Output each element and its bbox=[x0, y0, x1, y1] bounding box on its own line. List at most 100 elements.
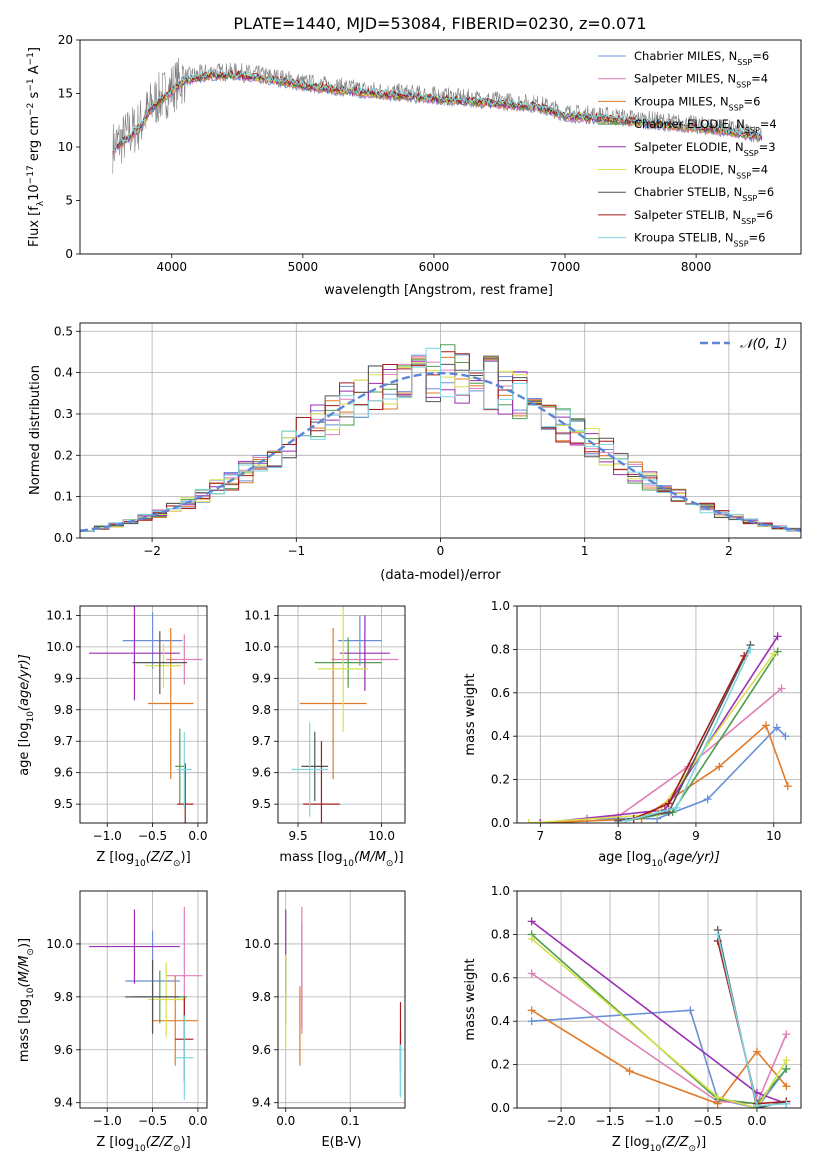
massweight-vs-age-panel: 7 8 9 10 0.0 0.2 0.4 0.6 0.8 1.0 bbox=[491, 599, 802, 843]
mass-vs-ebv-panel: 0.0 0.1 9.4 9.6 9.8 10.0 bbox=[244, 890, 406, 1128]
spectrum-panel: 4000 5000 6000 7000 8000 0 5 10 15 20 bbox=[58, 33, 802, 274]
mass-vs-ebv-xlabel: E(B-V) bbox=[321, 1135, 361, 1150]
legend-label: Salpeter MILES, NSSP=4 bbox=[634, 72, 768, 90]
mass-vs-Z-ylabel-part: ⊙ bbox=[26, 948, 36, 956]
age-vs-Z-xlabel: Z [log10(Z/Z⊙)] bbox=[96, 850, 190, 869]
massweight-vs-Z-xtick-label: 0.0 bbox=[747, 1114, 766, 1128]
massweight-vs-Z-series-line bbox=[716, 940, 787, 1105]
spectrum-ytick-label: 5 bbox=[65, 194, 73, 208]
massweight-vs-age-xtick-label: 7 bbox=[537, 829, 545, 843]
mass-vs-ebv-ytick-label: 9.4 bbox=[252, 1096, 271, 1110]
spectrum-ylabel-part: ] bbox=[27, 47, 42, 52]
massweight-vs-age-xlabel: age [log10(age/yr)] bbox=[598, 850, 720, 869]
massweight-vs-Z-xlabel-part: ⊙ bbox=[688, 1144, 696, 1154]
age-vs-mass-ytick-label: 10.0 bbox=[244, 640, 271, 654]
massweight-vs-age-ytick-label: 0.2 bbox=[491, 773, 510, 787]
massweight-vs-age-series-line bbox=[625, 649, 752, 822]
spectrum-ylabel-part: Flux [f bbox=[27, 206, 42, 247]
gaussian-legend-label: 𝒩(0, 1) bbox=[740, 337, 787, 352]
mass-vs-Z-xlabel-part: )] bbox=[181, 1135, 191, 1150]
age-vs-mass-xlabel-part: (M/M bbox=[354, 850, 386, 865]
mass-vs-ebv-plot-area bbox=[278, 891, 405, 1108]
residuals-xtick-label: 1 bbox=[581, 544, 589, 558]
massweight-vs-age-xtick-label: 10 bbox=[766, 829, 781, 843]
spectrum-ylabel-part: −1 bbox=[26, 52, 36, 65]
age-vs-mass-xlabel-part: mass [log bbox=[279, 850, 342, 865]
residuals-ytick-label: 0.3 bbox=[54, 407, 73, 421]
massweight-vs-Z-ytick-label: 1.0 bbox=[491, 884, 510, 898]
legend-label: Salpeter ELODIE, NSSP=3 bbox=[634, 140, 776, 158]
mass-vs-ebv-xtick-label: 0.0 bbox=[276, 1114, 295, 1128]
legend-label: Chabrier STELIB, NSSP=6 bbox=[634, 185, 774, 203]
spectrum-ylabel-part: s bbox=[27, 91, 42, 102]
mass-vs-ebv-ytick-label: 10.0 bbox=[244, 937, 271, 951]
age-vs-Z-xlabel-part: 10 bbox=[134, 859, 146, 869]
age-vs-mass-ytick-label: 10.1 bbox=[244, 608, 271, 622]
spectrum-ylabel-part: −17 bbox=[26, 165, 36, 184]
mass-vs-ebv-xtick-label: 0.1 bbox=[341, 1114, 360, 1128]
age-vs-Z-xlabel-part: ⊙ bbox=[173, 859, 181, 869]
age-vs-mass-xlabel-part: 10 bbox=[343, 859, 355, 869]
massweight-vs-age-series-line bbox=[540, 687, 783, 823]
age-vs-Z-ytick-label: 9.5 bbox=[54, 797, 73, 811]
massweight-vs-Z-series-line bbox=[531, 933, 787, 1105]
mass-vs-Z-xlabel-part: (Z/Z bbox=[146, 1135, 174, 1150]
spectrum-ytick-label: 15 bbox=[58, 87, 73, 101]
massweight-vs-Z-ytick-label: 0.4 bbox=[491, 1014, 510, 1028]
mass-vs-Z-xtick-label: −1.0 bbox=[93, 1114, 122, 1128]
mass-vs-Z-xlabel-part: 10 bbox=[134, 1144, 146, 1154]
age-vs-mass-xtick-label: 10.0 bbox=[368, 829, 395, 843]
massweight-vs-age-ytick-label: 0.0 bbox=[491, 816, 510, 830]
massweight-vs-age-ylabel: mass weight bbox=[463, 673, 478, 755]
age-vs-Z-ylabel-part: (age/yr)] bbox=[17, 654, 32, 711]
residuals-xlabel: (data-model)/error bbox=[380, 568, 501, 583]
massweight-vs-Z-xlabel: Z [log10(Z/Z⊙)] bbox=[612, 1135, 706, 1154]
massweight-vs-Z-xtick-label: −2.0 bbox=[546, 1114, 575, 1128]
spectrum-ytick-label: 10 bbox=[58, 140, 73, 154]
spectrum-legend: Chabrier MILES, NSSP=6 Salpeter MILES, NS… bbox=[598, 49, 777, 248]
massweight-vs-Z-xtick-label: −1.5 bbox=[595, 1114, 624, 1128]
figure-title: PLATE=1440, MJD=53084, FIBERID=0230, z=0… bbox=[233, 14, 646, 33]
massweight-vs-age-series-line bbox=[540, 723, 789, 823]
residuals-xtick-label: −2 bbox=[143, 544, 161, 558]
age-vs-Z-xlabel-part: )] bbox=[181, 850, 191, 865]
massweight-vs-age-series-line bbox=[540, 635, 779, 823]
age-vs-mass-ytick-label: 9.8 bbox=[252, 703, 271, 717]
age-vs-mass-panel: 9.5 10.0 9.5 9.6 9.7 9.8 9.9 10.0 10.1 bbox=[244, 605, 406, 843]
spectrum-xtick-label: 8000 bbox=[681, 260, 712, 274]
residuals-ytick-label: 0.1 bbox=[54, 490, 73, 504]
residuals-ytick-label: 0.5 bbox=[54, 324, 73, 338]
massweight-vs-age-xlabel-part: 10 bbox=[651, 859, 663, 869]
mass-vs-Z-ylabel-part: mass [log bbox=[17, 999, 32, 1062]
massweight-vs-age-xtick-label: 9 bbox=[692, 829, 700, 843]
mass-vs-Z-ytick-label: 9.8 bbox=[54, 990, 73, 1004]
spectrum-ylabel-part: 10 bbox=[27, 184, 42, 201]
age-vs-Z-ylabel: age [log10(age/yr)] bbox=[17, 654, 36, 776]
massweight-vs-Z-xlabel-part: 10 bbox=[650, 1144, 662, 1154]
residuals-ytick-label: 0.2 bbox=[54, 448, 73, 462]
spectrum-plot-area bbox=[112, 57, 763, 174]
age-vs-Z-plot-area bbox=[80, 606, 207, 823]
spectrum-ylabel: Flux [fλ10−17 erg cm−2 s−1 A−1] bbox=[26, 47, 46, 247]
mass-vs-Z-ylabel-part: (M/M bbox=[17, 956, 32, 988]
spectrum-xlabel: wavelength [Angstrom, rest frame] bbox=[324, 283, 553, 298]
spectrum-ylabel-part: A bbox=[27, 65, 42, 78]
mass-vs-Z-xtick-label: 0.0 bbox=[188, 1114, 207, 1128]
age-vs-mass-plot-area bbox=[278, 606, 405, 823]
massweight-vs-age-xlabel-part: age [log bbox=[598, 850, 651, 865]
residuals-ylabel: Normed distribution bbox=[28, 365, 43, 495]
age-vs-Z-ytick-label: 10.0 bbox=[46, 640, 73, 654]
spectrum-xtick-label: 7000 bbox=[550, 260, 581, 274]
age-vs-Z-panel: −1.0 −0.5 0.0 9.5 9.6 9.7 9.8 9.9 10.0 10.1 bbox=[46, 605, 207, 843]
age-vs-Z-ylabel-part: age [log bbox=[17, 723, 32, 776]
mass-vs-ebv-frame bbox=[277, 890, 406, 1109]
massweight-vs-age-ytick-label: 0.6 bbox=[491, 686, 510, 700]
age-vs-mass-xlabel: mass [log10(M/M⊙)] bbox=[279, 850, 403, 869]
age-vs-Z-ytick-label: 9.6 bbox=[54, 766, 73, 780]
age-vs-Z-ytick-label: 10.1 bbox=[46, 608, 73, 622]
massweight-vs-Z-frame bbox=[516, 890, 802, 1109]
mass-vs-Z-xtick-label: −0.5 bbox=[138, 1114, 167, 1128]
spectrum-xtick-label: 6000 bbox=[419, 260, 450, 274]
residuals-xtick-label: 2 bbox=[725, 544, 733, 558]
